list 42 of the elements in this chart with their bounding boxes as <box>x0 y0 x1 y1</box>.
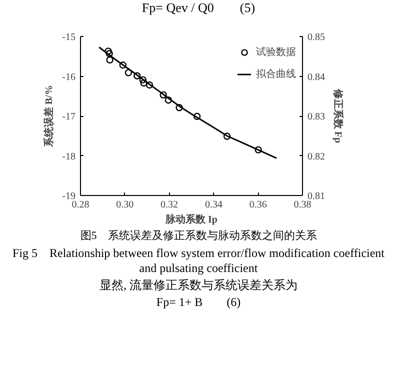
x-tick-label: 0.30 <box>116 200 134 210</box>
point <box>254 146 262 154</box>
x-tick-label: 0.32 <box>160 200 178 210</box>
point <box>164 96 172 104</box>
y2-tick-label: 0.83 <box>308 112 325 122</box>
y2-tick-label: 0.85 <box>308 32 325 43</box>
text: Fp= 1+ B (6) <box>155 294 242 310</box>
legend-label: 拟合曲线 <box>256 68 296 81</box>
x-axis-title: 脉动系数 Ip <box>164 214 218 226</box>
y2-tick-label: 0.82 <box>308 151 325 162</box>
point <box>139 76 146 84</box>
text: 图5 系统误差及修正系数与脉动系数之间的关系 <box>79 230 318 244</box>
x-tick-label: 0.36 <box>249 200 267 210</box>
point <box>119 62 126 69</box>
y-tick-label: -15 <box>62 32 76 43</box>
point <box>140 79 148 87</box>
text: Fig 5 Relationship between flow system error/flow modification coefficient and pulsating coefficient <box>11 246 386 276</box>
y2-tick-label: 0.84 <box>308 72 325 83</box>
y-tick-label: -18 <box>62 151 76 162</box>
y-tick-label: -16 <box>62 72 76 83</box>
text: Fp= Qev / Q0 (5) <box>140 0 256 16</box>
y2-tick-label: 0.81 <box>308 191 325 202</box>
y-tick-label: -17 <box>62 112 76 122</box>
x-tick-label: 0.38 <box>294 200 312 210</box>
x-tick-label: 0.28 <box>72 200 90 210</box>
point <box>146 81 154 89</box>
point <box>134 72 141 80</box>
point <box>223 132 231 140</box>
point <box>193 112 201 120</box>
x-tick-label: 0.34 <box>204 200 222 210</box>
text: 显然, 流量修正系数与系统误差关系为 <box>98 278 298 293</box>
point <box>104 48 112 55</box>
point <box>106 50 113 58</box>
point <box>176 104 183 112</box>
point <box>106 56 114 64</box>
y2-axis-title: 修正系数 Fp <box>332 88 344 144</box>
point <box>124 69 132 76</box>
point <box>160 91 167 99</box>
y-tick-label: -19 <box>62 191 76 202</box>
y-axis-title: 系统误差 B/% <box>43 85 56 148</box>
legend-label: 试验数据 <box>256 46 296 59</box>
line-series <box>98 46 278 159</box>
